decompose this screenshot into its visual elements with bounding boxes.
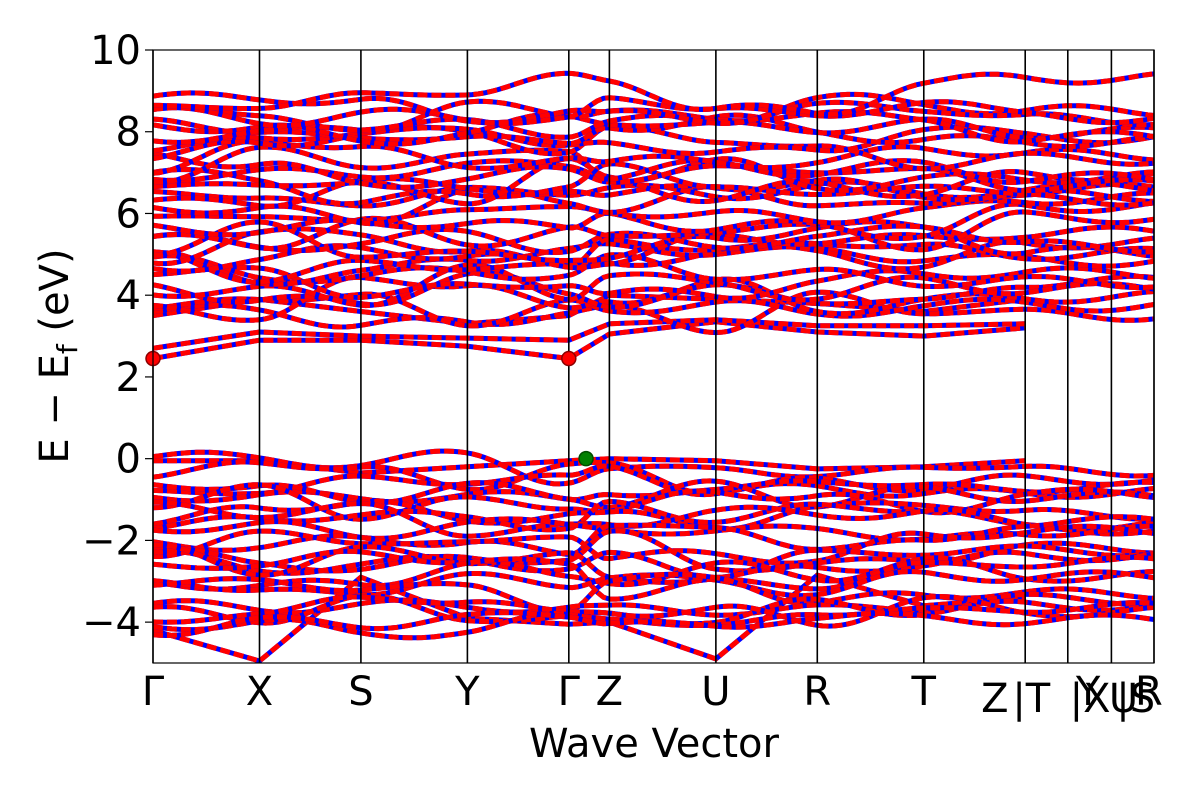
band-line-spin-up [153,571,1154,614]
x-tick-label: Γ [142,669,165,715]
x-tick-label: |X [1070,676,1111,722]
band-line-spin-up [153,554,1154,602]
x-tick-label: R [1135,669,1163,715]
x-tick-label: Z [981,676,1008,722]
x-tick-label: U [1109,676,1138,722]
band-line-spin-up [153,459,1154,497]
x-tick-label: Y [1075,669,1101,715]
band-line-spin-up [153,181,1154,227]
x-axis-ticks: Γ X S Y Γ Z U R T Z |T Y|XU|SR [142,669,1163,722]
band-line-spin-up [153,138,1154,176]
band-edge-markers [145,350,594,467]
band-line-spin-up [153,478,1154,510]
band-line-spin-up [153,70,1154,118]
y-tick-label: 2 [116,355,141,401]
y-tick-label: 10 [90,28,141,74]
band-line-spin-up [153,610,1154,639]
y-axis-label-subscript: f [51,343,84,354]
band-line-spin-up [153,264,1154,301]
x-tick-label: |T [1012,676,1050,722]
x-tick-label: T [911,669,937,715]
band-line-spin-up [153,291,1154,329]
x-tick-label: Γ [558,669,581,715]
x-tick-label: S [348,669,373,715]
band-line-spin-up [153,252,1154,290]
band-line-spin-up [153,523,1154,566]
band-line-spin-up [153,319,1026,362]
cbm-marker [561,350,577,367]
x-tick-label: R [803,669,831,715]
band-line-spin-up [153,317,1026,351]
band-line-spin-up [153,156,1154,207]
band-line-spin-up [153,161,1154,208]
band-line-spin-up [153,543,1154,580]
band-line-spin-up [153,219,1154,263]
x-tick-label: Y [454,669,480,715]
band-line-spin-up [153,111,1154,147]
x-tick-label: U [701,669,730,715]
y-tick-label: 0 [116,437,141,483]
y-axis-ticks: −4 −2 0 2 4 6 8 10 [82,28,153,646]
band-line-spin-up [153,224,1154,271]
band-line-spin-up [153,150,1154,194]
band-line-spin-up [153,99,1154,129]
y-tick-label: 4 [116,273,141,319]
plot-frame [152,49,1155,664]
band-line-spin-up [153,593,1154,629]
y-axis-label: E − Ef (eV) [32,248,84,463]
bands-layer [153,70,1154,663]
x-axis-label: Wave Vector [529,721,780,767]
band-line-spin-up [153,200,1154,242]
x-tick-label: |S [1116,676,1155,722]
band-line-spin-up [153,90,1154,127]
y-axis-label-base: E − E [32,354,78,464]
y-tick-label: −4 [82,600,141,646]
band-line-spin-up [153,289,1154,336]
x-tick-label: Z [596,669,623,715]
y-tick-label: 6 [116,191,141,237]
band-line-spin-up [153,175,1154,209]
vbm-marker [578,450,594,467]
band-line-spin-up [153,144,1154,186]
band-line-spin-up [153,209,1154,253]
x-tick-label: X [246,669,273,715]
band-line-spin-up [153,123,1154,172]
band-line-spin-up [153,548,1154,588]
y-axis-label-unit: (eV) [32,248,78,344]
y-tick-label: 8 [116,110,141,156]
band-line-spin-up [153,498,1154,537]
y-tick-label: −2 [82,518,141,564]
band-line-spin-up [153,235,1154,285]
band-line-spin-up [153,262,1154,309]
